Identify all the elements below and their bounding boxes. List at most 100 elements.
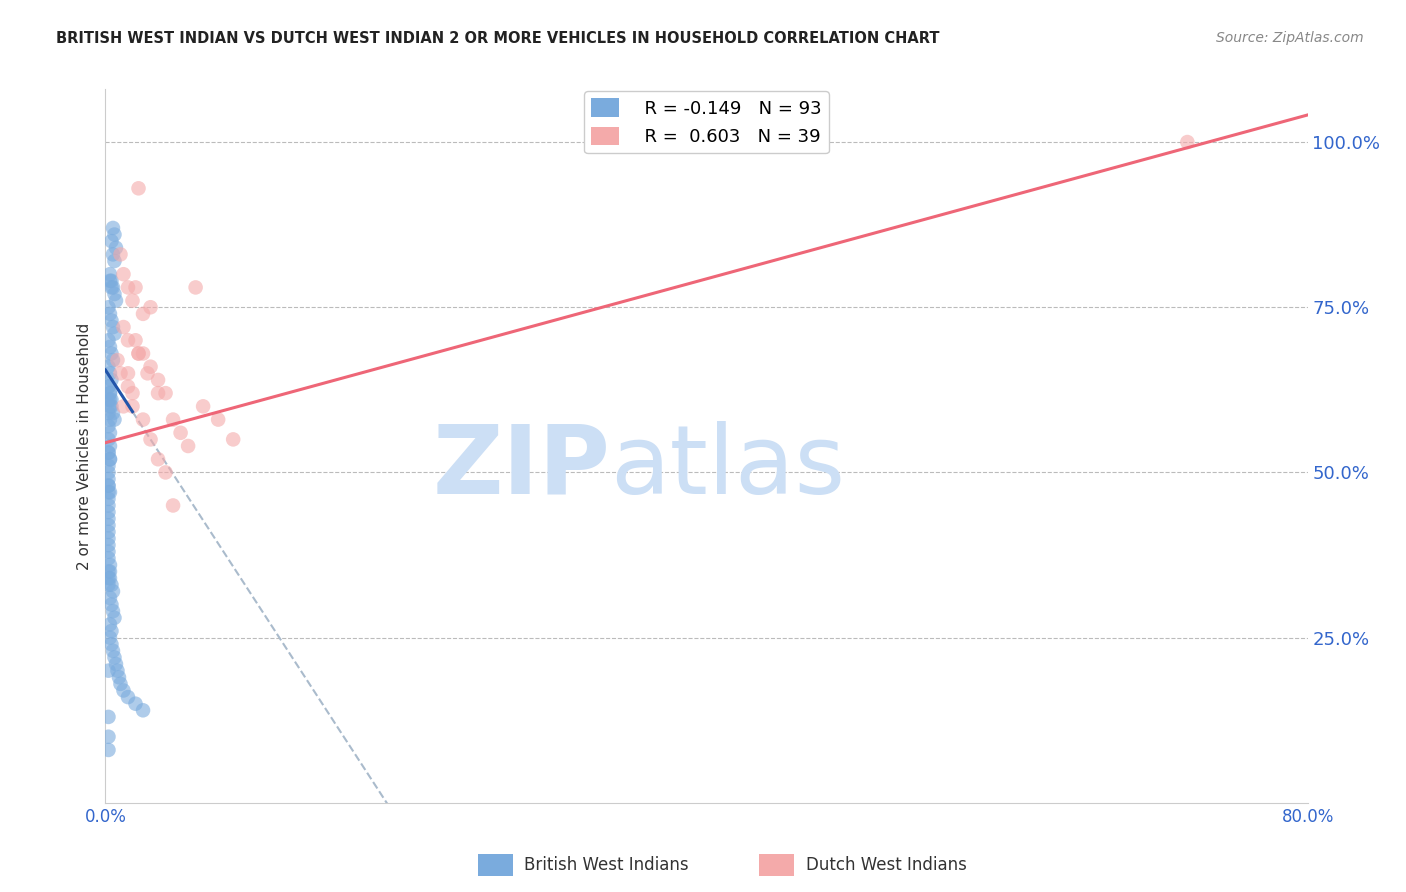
Text: Dutch West Indians: Dutch West Indians	[806, 855, 966, 874]
Point	[107, 664, 129, 678]
Point	[97, 478, 120, 492]
Point	[98, 485, 121, 500]
Point	[97, 406, 120, 420]
Point	[101, 280, 124, 294]
Point	[108, 670, 131, 684]
Point	[1175, 135, 1198, 149]
Point	[98, 400, 121, 414]
Point	[132, 346, 155, 360]
Point	[100, 624, 122, 638]
Point	[136, 367, 159, 381]
Point	[128, 346, 150, 360]
Point	[97, 532, 120, 546]
Point	[100, 392, 122, 407]
Text: atlas: atlas	[610, 421, 845, 514]
Point	[97, 571, 120, 585]
Point	[97, 511, 120, 525]
Point	[139, 433, 162, 447]
Point	[117, 379, 139, 393]
Point	[98, 425, 121, 440]
Point	[101, 247, 124, 261]
Point	[97, 445, 120, 459]
Point	[101, 406, 124, 420]
Point	[101, 221, 124, 235]
Point	[101, 320, 124, 334]
Point	[117, 690, 139, 704]
Point	[184, 280, 207, 294]
Point	[100, 637, 122, 651]
Legend:   R = -0.149   N = 93,   R =  0.603   N = 39: R = -0.149 N = 93, R = 0.603 N = 39	[585, 91, 828, 153]
Point	[117, 280, 139, 294]
Point	[146, 452, 169, 467]
Point	[162, 499, 184, 513]
Point	[100, 598, 122, 612]
Point	[100, 400, 122, 414]
Point	[146, 386, 169, 401]
Point	[112, 320, 135, 334]
Point	[97, 538, 120, 552]
Point	[97, 499, 120, 513]
Point	[97, 379, 120, 393]
Point	[97, 491, 120, 506]
Point	[100, 274, 122, 288]
Point	[139, 359, 162, 374]
Point	[97, 433, 120, 447]
Point	[97, 458, 120, 473]
Point	[121, 293, 143, 308]
Point	[103, 650, 125, 665]
Point	[107, 353, 129, 368]
Point	[103, 287, 125, 301]
Point	[177, 439, 200, 453]
Point	[100, 346, 122, 360]
Point	[97, 730, 120, 744]
Point	[117, 367, 139, 381]
Point	[97, 505, 120, 519]
Point	[128, 346, 150, 360]
Point	[100, 280, 122, 294]
Point	[98, 452, 121, 467]
Point	[98, 452, 121, 467]
Point	[97, 392, 120, 407]
Point	[103, 326, 125, 341]
Point	[98, 631, 121, 645]
Point	[121, 400, 143, 414]
Y-axis label: 2 or more Vehicles in Household: 2 or more Vehicles in Household	[77, 322, 93, 570]
Point	[98, 274, 121, 288]
Point	[97, 743, 120, 757]
Point	[98, 571, 121, 585]
Point	[101, 644, 124, 658]
Point	[97, 565, 120, 579]
Point	[110, 677, 132, 691]
Text: ZIP: ZIP	[433, 421, 610, 514]
Point	[97, 578, 120, 592]
Point	[155, 466, 177, 480]
Point	[97, 445, 120, 459]
Point	[207, 412, 229, 426]
Point	[112, 683, 135, 698]
Point	[101, 604, 124, 618]
Point	[98, 591, 121, 605]
Point	[103, 254, 125, 268]
Point	[97, 379, 120, 393]
Point	[97, 472, 120, 486]
Point	[124, 280, 146, 294]
Point	[100, 234, 122, 248]
Point	[117, 333, 139, 347]
Point	[162, 412, 184, 426]
Point	[97, 545, 120, 559]
Point	[98, 439, 121, 453]
Point	[97, 419, 120, 434]
Point	[98, 412, 121, 426]
Point	[124, 333, 146, 347]
Point	[100, 578, 122, 592]
Point	[97, 300, 120, 314]
Point	[98, 392, 121, 407]
Point	[128, 181, 150, 195]
Point	[97, 518, 120, 533]
Point	[132, 412, 155, 426]
Point	[101, 353, 124, 368]
Point	[110, 367, 132, 381]
Point	[112, 400, 135, 414]
Point	[97, 466, 120, 480]
Point	[139, 300, 162, 314]
